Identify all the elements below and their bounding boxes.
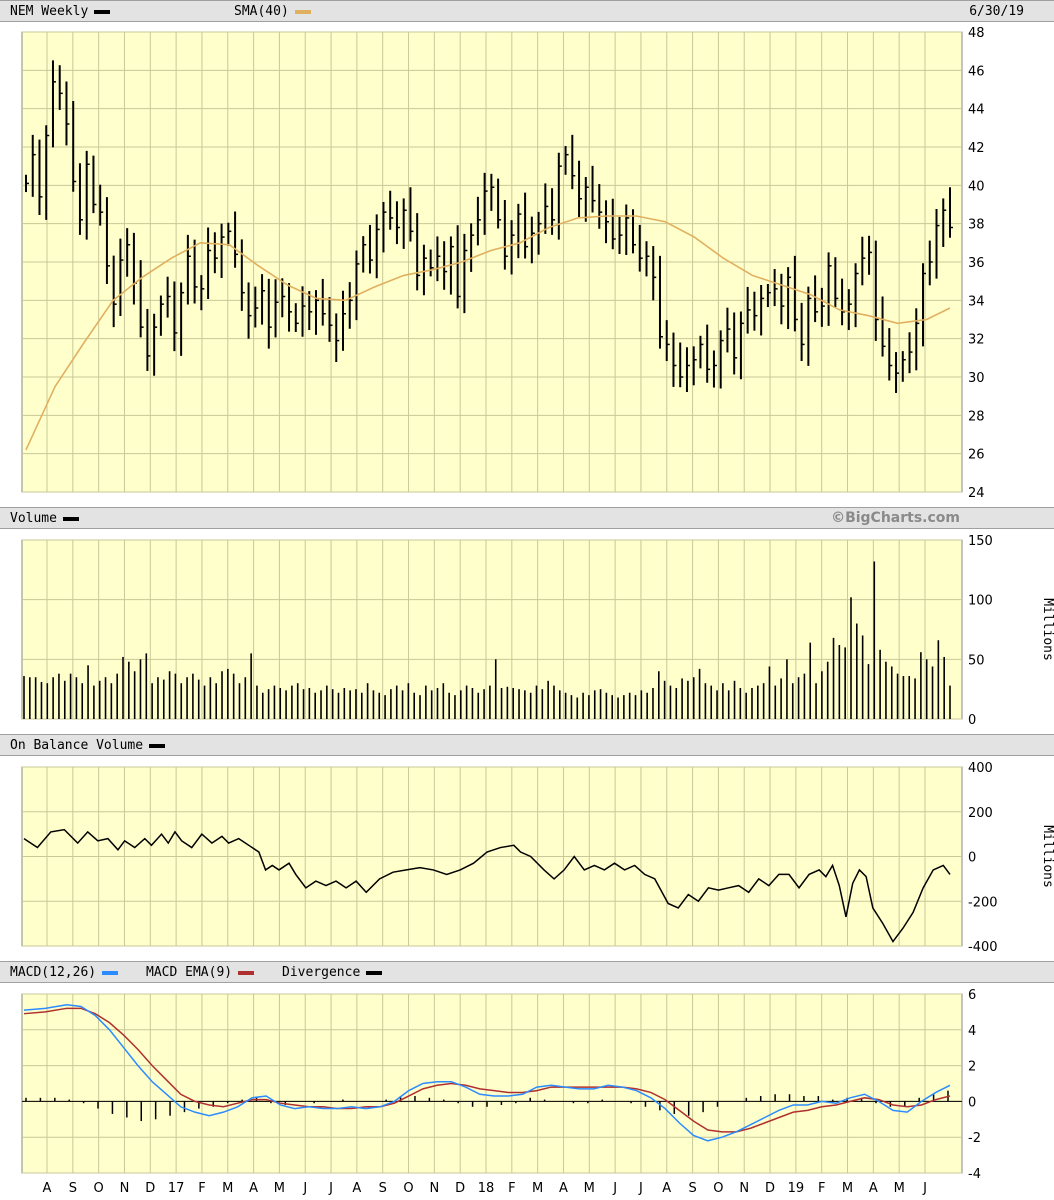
price-ytick-label: 28 (968, 409, 985, 424)
volume-ytick-label: 50 (968, 653, 985, 668)
divergence-legend-swatch (366, 970, 383, 975)
x-axis-label: N (429, 1181, 439, 1196)
obv-ytick-label: -200 (968, 895, 998, 910)
price-ytick-label: 34 (968, 294, 985, 309)
sma-line (25, 215, 951, 451)
divergence-label: Divergence (282, 965, 361, 980)
price-ytick-label: 26 (968, 448, 985, 463)
x-axis-label: D (145, 1181, 155, 1196)
macd-label: MACD(12,26) (10, 965, 97, 980)
x-axis-label: O (403, 1181, 413, 1196)
x-axis-label: A (352, 1181, 361, 1196)
macd-ytick-label: -2 (968, 1131, 981, 1146)
x-axis-label: J (922, 1181, 927, 1196)
x-axis-label: 17 (168, 1181, 185, 1196)
volume-label: Volume (10, 511, 57, 526)
volume-panel: 150 100 50 0 Millions (21, 534, 1054, 728)
macd-ytick-label: 6 (968, 988, 976, 1003)
price-ytick-label: 36 (968, 256, 985, 271)
x-axis-label: A (249, 1181, 258, 1196)
x-axis-label: M (274, 1181, 285, 1196)
obv-ytick-label: -400 (968, 940, 998, 955)
macd-ema-line (23, 1007, 951, 1133)
x-axis-label: S (69, 1181, 77, 1196)
x-axis-label: O (94, 1181, 104, 1196)
price-ytick-label: 38 (968, 218, 985, 233)
price-ytick-label: 32 (968, 333, 985, 348)
x-axis-label: M (584, 1181, 595, 1196)
obv-label: On Balance Volume (10, 738, 144, 753)
x-axis-label: F (508, 1181, 515, 1196)
price-ytick-label: 24 (968, 486, 985, 501)
x-axis-label: N (120, 1181, 130, 1196)
price-ytick-label: 46 (968, 64, 985, 79)
price-ytick-label: 40 (968, 179, 985, 194)
price-ytick-label: 48 (968, 26, 985, 41)
macd-panel-header: MACD(12,26) MACD EMA(9) Divergence (0, 961, 1054, 983)
macd-ema-legend-swatch (238, 970, 255, 975)
obv-ytick-label: 200 (968, 806, 993, 821)
x-axis-label: A (662, 1181, 671, 1196)
macd-ytick-label: 2 (968, 1060, 976, 1075)
volume-ytick-label: 150 (968, 534, 993, 549)
obv-ytick-label: 400 (968, 761, 993, 776)
x-axis-label: 19 (788, 1181, 805, 1196)
volume-ytick-label: 100 (968, 594, 993, 609)
price-bars (25, 60, 953, 393)
x-axis-label: F (198, 1181, 205, 1196)
x-axis-label: F (818, 1181, 825, 1196)
x-axis-label: N (739, 1181, 749, 1196)
macd-ytick-label: 0 (968, 1095, 976, 1110)
x-axis-label: D (455, 1181, 465, 1196)
volume-plot-area (21, 539, 963, 720)
brand-watermark: ©BigCharts.com (831, 510, 960, 526)
x-axis-label: A (559, 1181, 568, 1196)
volume-legend-swatch (62, 516, 79, 521)
chart-date: 6/30/19 (969, 4, 1024, 19)
volume-bars (23, 561, 951, 719)
x-axis-label: M (842, 1181, 853, 1196)
x-axis-label: 18 (478, 1181, 495, 1196)
price-ytick-label: 44 (968, 103, 985, 118)
x-axis-label: M (894, 1181, 905, 1196)
obv-line (23, 828, 951, 943)
x-axis-label: J (328, 1181, 333, 1196)
volume-ytick-label: 0 (968, 713, 976, 728)
x-axis-label: O (713, 1181, 723, 1196)
price-panel-header: NEM Weekly SMA(40) 6/30/19 (0, 0, 1054, 22)
macd-ytick-label: 4 (968, 1024, 976, 1039)
symbol-label: NEM Weekly (10, 4, 89, 19)
x-axis-label: J (612, 1181, 617, 1196)
price-panel: 48 46 44 42 40 38 36 34 32 30 28 26 24 (21, 26, 985, 501)
sma-label: SMA(40) (234, 4, 289, 19)
x-axis-label: M (222, 1181, 233, 1196)
macd-ytick-label: -4 (968, 1167, 981, 1182)
volume-panel-header: Volume ©BigCharts.com (0, 507, 1054, 529)
macd-panel: 6 4 2 0 -2 -4 (21, 988, 981, 1182)
x-axis-label: S (688, 1181, 696, 1196)
obv-legend-swatch (149, 743, 166, 748)
obv-panel-header: On Balance Volume (0, 734, 1054, 756)
macd-ema-label: MACD EMA(9) (146, 965, 233, 980)
sma-legend-swatch (294, 9, 311, 14)
macd-line (23, 1003, 951, 1142)
price-ytick-label: 30 (968, 371, 985, 386)
x-axis-label: A (43, 1181, 52, 1196)
x-axis-label: J (302, 1181, 307, 1196)
x-axis-label: M (532, 1181, 543, 1196)
volume-units-label: Millions (1040, 598, 1054, 661)
price-ytick-label: 42 (968, 141, 985, 156)
x-axis-label: J (638, 1181, 643, 1196)
obv-panel: 400 200 0 -200 -400 Millions (21, 761, 1054, 955)
price-legend-swatch (94, 9, 111, 14)
macd-plot-area (21, 993, 963, 1174)
x-axis-label: S (379, 1181, 387, 1196)
obv-ytick-label: 0 (968, 851, 976, 866)
obv-units-label: Millions (1040, 825, 1054, 888)
macd-legend-swatch (102, 970, 119, 975)
x-axis-label: A (869, 1181, 878, 1196)
x-axis-label: D (765, 1181, 775, 1196)
